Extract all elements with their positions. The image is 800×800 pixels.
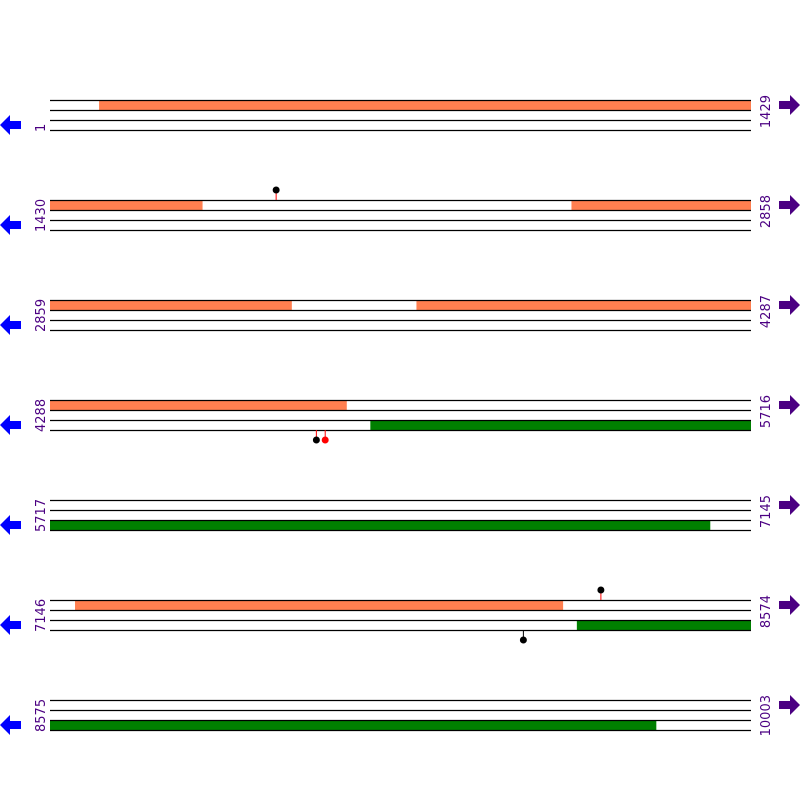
marker-dot: [321, 436, 329, 444]
marker-dot: [312, 436, 320, 444]
forward-feature-bar: [99, 100, 751, 110]
right-arrow-icon: [779, 295, 800, 315]
start-position-label: 7146: [34, 599, 49, 632]
forward-feature-bar: [50, 300, 292, 310]
end-position-label: 5716: [759, 395, 774, 428]
right-arrow-icon: [779, 495, 800, 515]
left-arrow-icon: [0, 315, 21, 335]
forward-feature-bar: [571, 200, 751, 210]
reverse-feature-bar: [576, 620, 751, 630]
reverse-feature-bar: [50, 520, 711, 530]
start-position-label: 1430: [34, 199, 49, 232]
sequence-row: 1 1429: [0, 95, 800, 135]
left-arrow-icon: [0, 515, 21, 535]
sequence-row: 2859 4287: [0, 295, 800, 335]
end-position-label: 2858: [759, 195, 774, 228]
left-arrow-icon: [0, 415, 21, 435]
start-position-label: 4288: [34, 399, 49, 432]
forward-feature-bar: [75, 600, 564, 610]
sequence-row: 5717 7145: [0, 495, 800, 535]
right-arrow-icon: [779, 395, 800, 415]
left-arrow-icon: [0, 115, 21, 135]
marker-dot: [597, 586, 605, 594]
marker-dot: [272, 186, 280, 194]
left-arrow-icon: [0, 215, 21, 235]
right-arrow-icon: [779, 195, 800, 215]
left-arrow-icon: [0, 615, 21, 635]
start-position-label: 5717: [34, 499, 49, 532]
end-position-label: 8574: [759, 595, 774, 628]
right-arrow-icon: [779, 595, 800, 615]
reverse-feature-bar: [370, 420, 751, 430]
right-arrow-icon: [779, 95, 800, 115]
end-position-label: 4287: [759, 295, 774, 328]
marker-dot: [519, 636, 527, 644]
sequence-row: 8575 10003: [0, 695, 800, 736]
sequence-row: 7146 8574: [0, 586, 800, 644]
sequence-row: 4288 5716: [0, 395, 800, 444]
start-position-label: 2859: [34, 299, 49, 332]
reverse-feature-bar: [50, 720, 657, 730]
sequence-row: 1430 2858: [0, 186, 800, 235]
end-position-label: 10003: [759, 695, 774, 736]
end-position-label: 1429: [759, 95, 774, 128]
left-arrow-icon: [0, 715, 21, 735]
start-position-label: 1: [34, 124, 49, 132]
end-position-label: 7145: [759, 495, 774, 528]
forward-feature-bar: [416, 300, 751, 310]
forward-feature-bar: [50, 400, 347, 410]
right-arrow-icon: [779, 695, 800, 715]
start-position-label: 8575: [34, 699, 49, 732]
forward-feature-bar: [50, 200, 203, 210]
